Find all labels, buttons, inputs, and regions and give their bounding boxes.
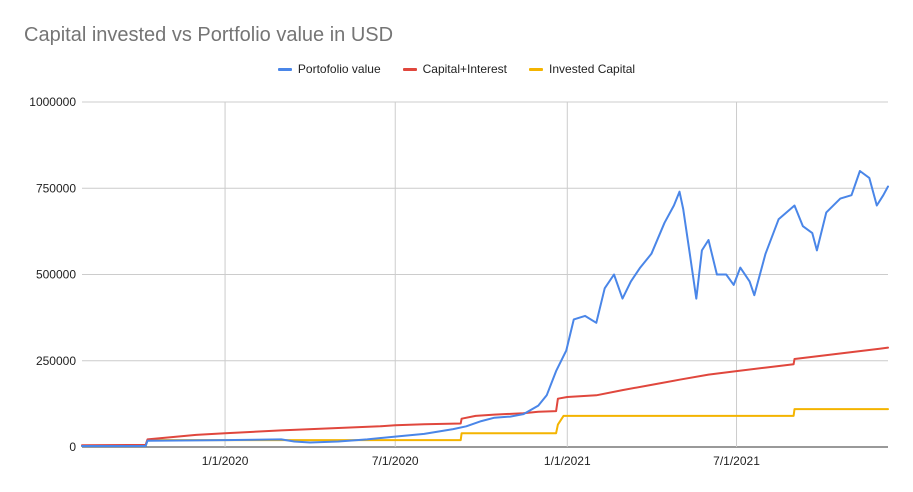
x-tick-label: 7/1/2020 bbox=[372, 454, 419, 468]
capital-interest-line bbox=[81, 346, 889, 447]
x-tick-label: 7/1/2021 bbox=[713, 454, 760, 468]
legend-swatch-portfolio-value bbox=[277, 67, 292, 71]
chart-title: Capital invested vs Portfolio value in U… bbox=[24, 24, 394, 46]
legend-label-capital-interest: Capital+Interest bbox=[422, 62, 508, 76]
legend-swatch-invested-capital bbox=[529, 67, 544, 71]
grid-layer bbox=[82, 101, 888, 448]
series-layer bbox=[81, 170, 889, 447]
y-tick-label: 1000000 bbox=[29, 95, 76, 109]
y-tick-label: 750000 bbox=[36, 181, 76, 195]
legend-item-portfolio-value[interactable]: Portofolio value bbox=[277, 62, 381, 76]
legend-label-invested-capital: Invested Capital bbox=[549, 62, 636, 76]
portfolio-value-line bbox=[81, 170, 889, 447]
y-tick-label: 0 bbox=[69, 440, 76, 454]
legend-item-capital-interest[interactable]: Capital+Interest bbox=[402, 62, 508, 76]
x-tick-label: 1/1/2020 bbox=[202, 454, 249, 468]
legend-item-invested-capital[interactable]: Invested Capital bbox=[529, 62, 635, 76]
chart-legend: Portofolio value Capital+Interest Invest… bbox=[0, 62, 913, 76]
legend-swatch-capital-interest bbox=[402, 67, 417, 71]
y-tick-label: 250000 bbox=[36, 354, 76, 368]
y-tick-label: 500000 bbox=[36, 268, 76, 282]
legend-label-portfolio-value: Portofolio value bbox=[297, 62, 381, 76]
x-tick-label: 1/1/2021 bbox=[544, 454, 591, 468]
axis-layer: 0 250000 500000 750000 1000000 1/1/2020 7/1/20… bbox=[29, 95, 760, 468]
